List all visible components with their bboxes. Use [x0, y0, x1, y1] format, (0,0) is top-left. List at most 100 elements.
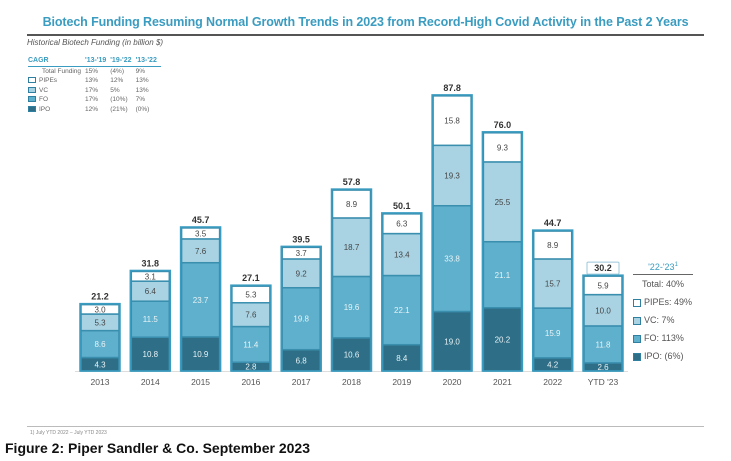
cagr-value: 7% — [135, 96, 146, 103]
bar-segment-pipes — [180, 227, 221, 240]
bar-segment-pipes — [331, 189, 372, 219]
x-tick-label: 2013 — [91, 377, 110, 387]
total-label: 57.8 — [343, 177, 361, 187]
data-label: 19.8 — [293, 315, 309, 324]
cagr-row-total: Total Funding 15% (4%) 9% — [28, 66, 161, 76]
data-label: 4.3 — [94, 360, 106, 369]
bar-segment-fo — [432, 204, 472, 313]
title-divider — [27, 34, 704, 36]
growth-legend-item-ipo: IPO: (6%) — [633, 347, 693, 365]
total-label: 30.2 — [594, 263, 612, 273]
growth-legend-item-fo: FO: 113% — [633, 329, 693, 347]
growth-legend-label: FO: 113% — [644, 333, 684, 343]
total-label: 44.7 — [544, 218, 562, 228]
bar-outline — [481, 131, 524, 372]
total-label: 21.2 — [91, 292, 109, 302]
data-label: 15.9 — [545, 329, 561, 338]
bar-segment-fo — [130, 300, 171, 338]
bar-segment-fo — [331, 275, 372, 339]
data-label: 8.6 — [94, 340, 106, 349]
cagr-value: 5% — [110, 86, 120, 94]
bar-segment-ipo — [482, 307, 523, 372]
bar-segment-vc — [532, 258, 573, 309]
data-label: 7.6 — [195, 247, 207, 256]
data-label: 7.6 — [245, 311, 257, 320]
x-tick-label: 2022 — [543, 377, 562, 387]
cagr-row-label-cell: PIPEs — [28, 76, 85, 86]
data-label: 20.2 — [495, 335, 511, 344]
total-label: 31.8 — [142, 258, 160, 268]
growth-legend-label: IPO: (6%) — [644, 351, 684, 361]
data-label: 5.3 — [245, 290, 257, 299]
cagr-value: (21%) — [110, 105, 128, 113]
footnote: 1) July YTD 2022 – July YTD 2023 — [30, 430, 107, 436]
data-label: 22.1 — [394, 306, 410, 315]
bar-segment-pipes — [281, 246, 321, 260]
bar-segment-pipes — [130, 270, 171, 282]
data-label: 3.0 — [94, 305, 106, 314]
data-label: 6.3 — [396, 220, 408, 229]
footnote-marker: 1 — [674, 262, 678, 268]
growth-legend-label: PIPEs: 49% — [644, 297, 693, 307]
x-tick-label: 2019 — [392, 377, 411, 387]
cagr-row-label-cell: IPO — [28, 105, 85, 115]
bar-segment-ipo — [180, 336, 221, 372]
bar-outline — [179, 226, 222, 372]
cagr-header-row: CAGR '13-'19 '19-'22 '13-'22 — [28, 56, 161, 67]
data-label: 5.3 — [94, 318, 106, 327]
growth-legend-total: Total: 40% — [641, 279, 685, 289]
legend-swatch-pipes — [633, 298, 641, 307]
chart-title: Biotech Funding Resuming Normal Growth T… — [42, 15, 689, 29]
data-label: 15.7 — [545, 280, 561, 289]
cagr-value: 15% — [85, 67, 99, 75]
x-tick-label: 2021 — [493, 377, 512, 387]
growth-legend-period: '22-'23 — [648, 262, 675, 272]
data-label: 19.0 — [444, 337, 460, 346]
data-label: 19.6 — [344, 303, 360, 312]
x-tick-label: 2018 — [342, 377, 361, 387]
cagr-row-label: IPO — [39, 105, 51, 113]
cagr-header: CAGR — [28, 56, 86, 67]
data-label: 25.5 — [495, 198, 511, 207]
cagr-row-label: VC — [39, 86, 49, 94]
x-tick-label: 2015 — [191, 377, 210, 387]
data-label: 8.4 — [396, 354, 408, 363]
bar-outline — [330, 188, 373, 372]
data-label: 11.4 — [243, 340, 259, 349]
growth-legend-label: VC: 7% — [644, 315, 675, 325]
data-label: 11.5 — [143, 315, 159, 324]
x-tick-label: 2020 — [443, 377, 462, 387]
data-label: 6.8 — [296, 356, 308, 365]
bar-segment-fo — [231, 325, 271, 363]
cagr-header: '19-'22 — [110, 56, 136, 67]
bar-outline — [129, 269, 172, 372]
data-label: 9.2 — [296, 269, 308, 278]
legend-swatch-vc — [28, 86, 36, 93]
growth-legend-item-vc: VC: 7% — [633, 311, 693, 329]
data-label: 10.6 — [344, 350, 360, 359]
cagr-row-fo: FO 17% (10%) 7% — [28, 95, 161, 105]
data-label: 5.9 — [597, 281, 609, 290]
growth-legend: '22-'231 Total: 40% PIPEs: 49% VC: 7% FO… — [633, 262, 693, 365]
cagr-value: (4%) — [110, 67, 124, 75]
cagr-header: '13-'22 — [135, 56, 161, 67]
data-label: 9.3 — [497, 143, 509, 152]
legend-swatch-ipo — [633, 352, 641, 361]
bar-segment-fo — [180, 261, 221, 338]
data-label: 3.1 — [145, 272, 157, 281]
bar-segment-vc — [432, 144, 472, 207]
cagr-header: '13-'19 — [85, 56, 111, 67]
legend-swatch-pipes — [28, 77, 36, 84]
cagr-value: 17% — [85, 96, 99, 103]
bar-segment-pipes — [80, 303, 120, 315]
data-label: 10.0 — [595, 306, 611, 315]
cagr-row-ipo: IPO 12% (21%) (0%) — [28, 105, 161, 115]
data-label: 10.9 — [193, 350, 209, 359]
data-label: 10.8 — [143, 350, 159, 359]
cagr-row-pipes: PIPEs 13% 12% 13% — [28, 76, 161, 86]
total-label-box — [586, 261, 620, 275]
bar-outline — [381, 212, 423, 372]
total-label: 76.0 — [494, 120, 512, 130]
cagr-row-label-cell: FO — [28, 95, 85, 105]
